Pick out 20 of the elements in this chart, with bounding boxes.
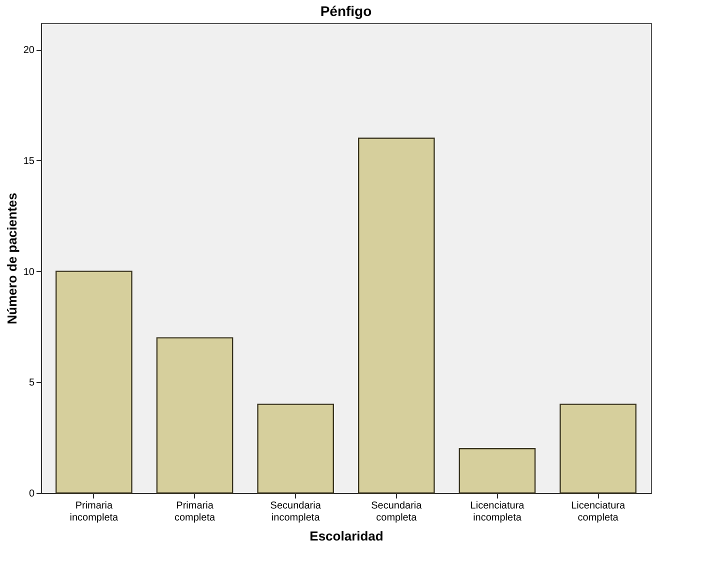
y-tick-label: 20 xyxy=(23,45,35,56)
bar xyxy=(56,270,132,494)
y-tick-label: 0 xyxy=(28,488,35,500)
x-tick-label: Licenciatura completa xyxy=(571,500,626,524)
x-tick-label: Secundaria completa xyxy=(371,500,422,524)
y-tick-label: 5 xyxy=(28,378,35,389)
y-tick-label: 10 xyxy=(23,266,35,278)
x-tick-label: Licenciatura incompleta xyxy=(470,500,525,524)
x-axis-title: Escolaridad xyxy=(310,528,384,544)
bar xyxy=(358,138,435,494)
chart-title: Pénfigo xyxy=(320,3,372,19)
x-tick-label: Primaria completa xyxy=(174,500,216,524)
x-tick-label: Secundaria incompleta xyxy=(270,500,322,524)
y-axis-title: Número de pacientes xyxy=(4,192,20,324)
bar xyxy=(257,404,334,494)
bar xyxy=(156,337,234,494)
bar xyxy=(458,448,536,494)
bar xyxy=(560,404,636,494)
y-tick-label: 15 xyxy=(23,156,35,167)
x-tick-label: Primaria incompleta xyxy=(70,500,119,524)
